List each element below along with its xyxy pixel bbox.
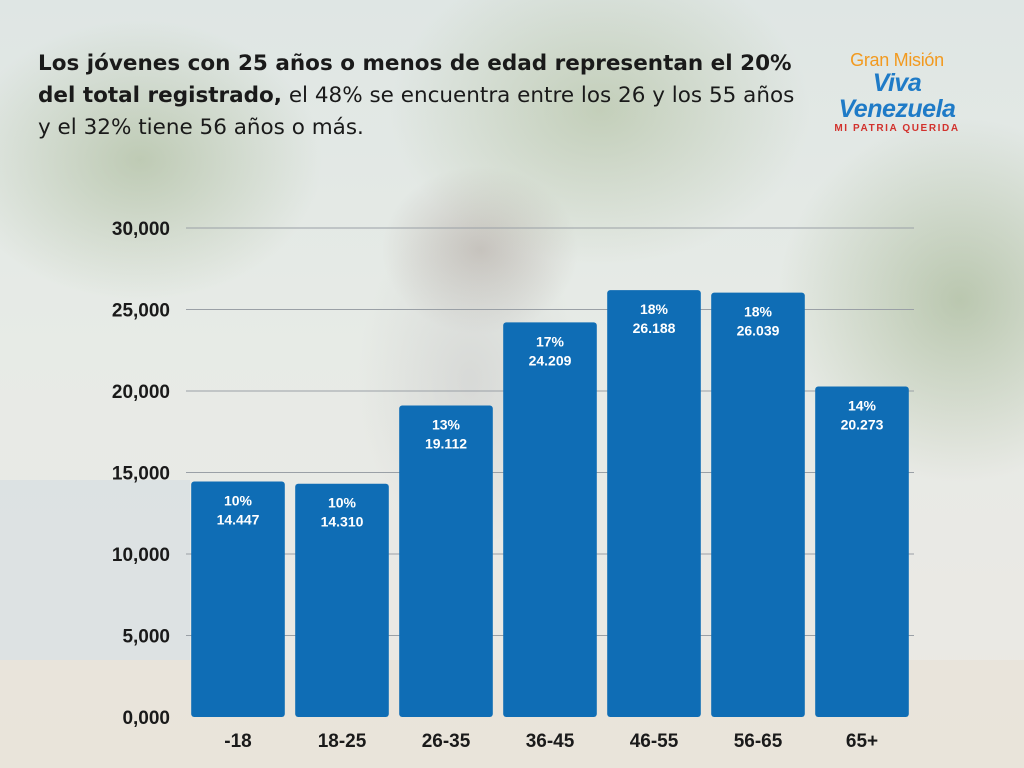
y-tick-label: 30,000 [112,219,170,240]
bar-percent-label: 10% [224,493,253,509]
bar [815,386,909,717]
bar [295,483,389,717]
headline: Los jóvenes con 25 años o menos de edad … [38,48,808,144]
logo-middle-text: Viva Venezuela [838,69,956,123]
bar-value-label: 20.273 [841,417,884,433]
bar [191,481,285,717]
x-tick-label: 36-45 [526,731,575,752]
y-tick-label: 0,000 [122,708,170,729]
bar [607,290,701,717]
y-tick-label: 10,000 [112,545,170,566]
y-tick-label: 15,000 [112,464,170,485]
bar [711,292,805,717]
bar-percent-label: 14% [848,398,877,414]
bar-value-label: 26.039 [737,323,780,339]
logo-top-text: Gran Misión [850,50,944,70]
bar-percent-label: 13% [432,416,461,432]
y-tick-label: 5,000 [122,627,170,648]
bar-value-label: 24.209 [529,352,572,368]
logo-bottom-text: MI PATRIA QUERIDA [834,123,960,134]
headline-bold: Los jóvenes con 25 años o menos de edad … [38,51,792,108]
background-building [0,480,190,660]
y-tick-label: 25,000 [112,301,170,322]
bar [503,322,597,717]
y-tick-label: 20,000 [112,382,170,403]
x-tick-label: -18 [224,731,251,752]
bar [399,405,493,717]
logo-gran-mision-viva-venezuela: Gran Misión Viva Venezuela MI PATRIA QUE… [812,50,982,134]
headline-regular: el 48% se encuentra entre los 26 y los 5… [38,83,795,140]
x-tick-label: 18-25 [318,731,367,752]
bar-percent-label: 18% [744,304,773,320]
bar-value-label: 14.447 [217,512,260,528]
x-tick-label: 65+ [846,731,878,752]
x-tick-label: 46-55 [630,731,679,752]
bar-percent-label: 10% [328,495,357,511]
bar-value-label: 19.112 [425,435,467,451]
x-tick-label: 56-65 [734,731,783,752]
bar-percent-label: 18% [640,301,669,317]
bar-value-label: 26.188 [633,320,676,336]
bar-value-label: 14.310 [321,514,364,530]
bar-percent-label: 17% [536,333,565,349]
x-tick-label: 26-35 [422,731,471,752]
